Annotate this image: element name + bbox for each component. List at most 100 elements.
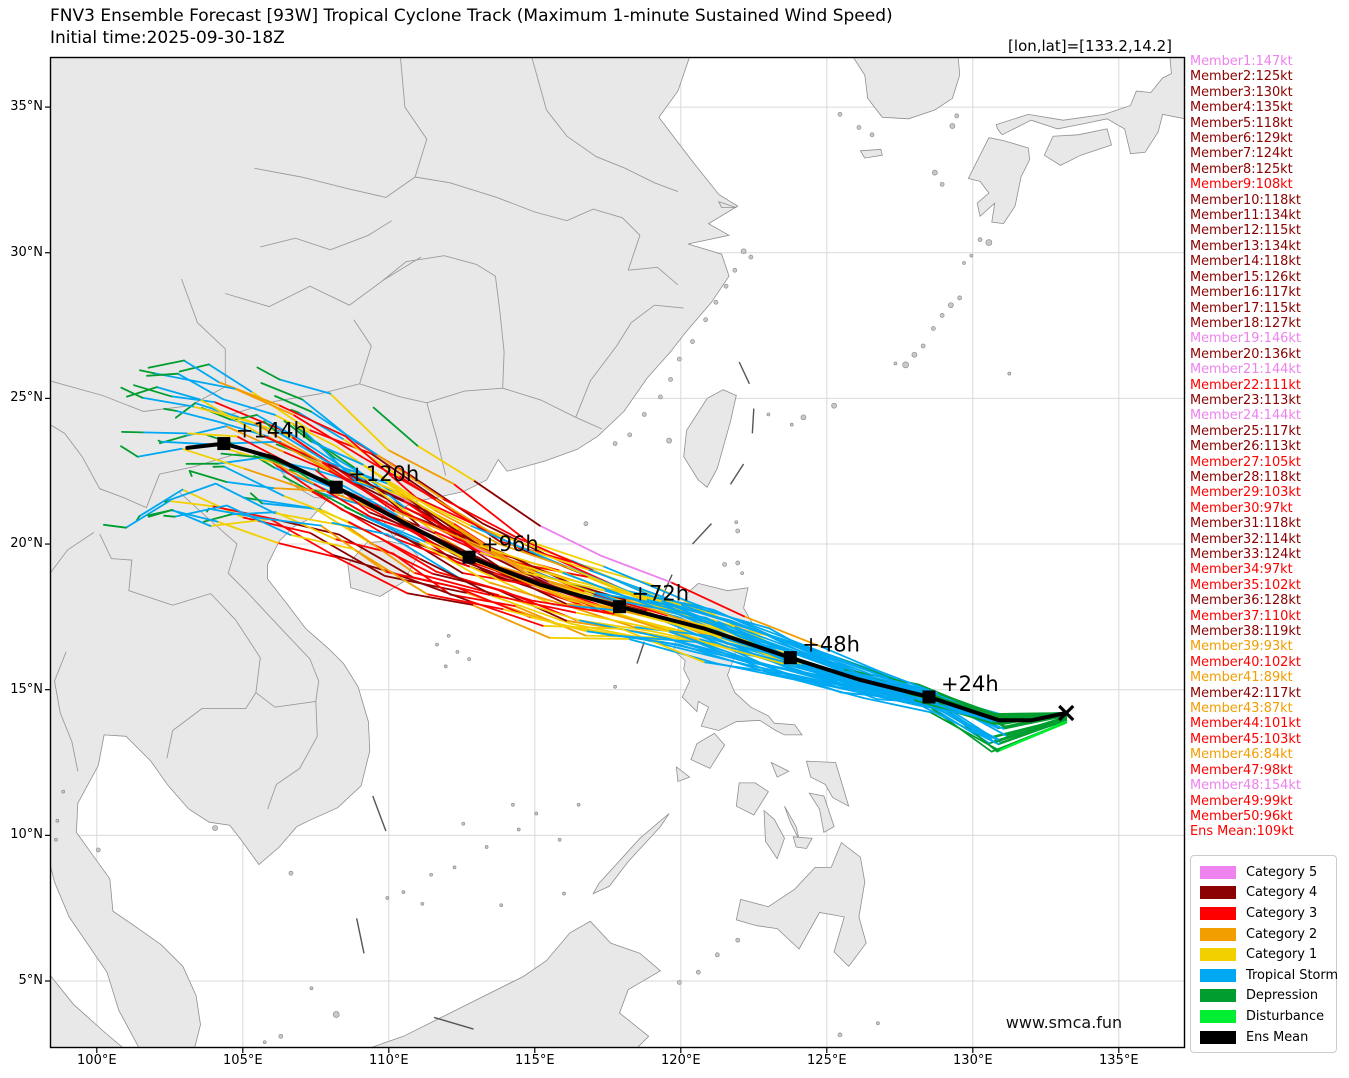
member-track bbox=[231, 440, 282, 445]
member-wind-label: Member20:136kt bbox=[1190, 346, 1301, 362]
land-polygon bbox=[690, 732, 726, 769]
admin-border bbox=[54, 651, 79, 772]
member-wind-label: Member48:154kt bbox=[1190, 778, 1301, 794]
member-track bbox=[548, 636, 630, 640]
land-polygon bbox=[967, 137, 1031, 225]
member-wind-list: Member1:147kt Member2:125kt Member3:130kt M… bbox=[1190, 54, 1301, 840]
islet bbox=[95, 847, 101, 853]
member-track bbox=[1005, 715, 1068, 737]
islet bbox=[332, 1011, 340, 1018]
islet bbox=[443, 664, 448, 669]
member-track bbox=[274, 511, 336, 540]
forecast-hour-marker bbox=[922, 690, 936, 704]
islet bbox=[420, 901, 425, 906]
admin-border bbox=[267, 701, 318, 810]
member-wind-label: Member25:117kt bbox=[1190, 423, 1301, 439]
islet bbox=[722, 562, 727, 567]
member-wind-label: Member41:89kt bbox=[1190, 670, 1293, 686]
member-track bbox=[261, 502, 322, 511]
member-track bbox=[220, 452, 262, 459]
islet bbox=[499, 903, 504, 908]
member-track bbox=[539, 524, 672, 584]
member-wind-label: Member19:146kt bbox=[1190, 331, 1301, 347]
islet bbox=[939, 313, 945, 318]
member-wind-label: Member34:97kt bbox=[1190, 562, 1293, 578]
islet bbox=[288, 870, 294, 876]
member-wind-label: Member50:96kt bbox=[1190, 808, 1293, 824]
islet bbox=[837, 112, 843, 117]
member-track bbox=[387, 448, 455, 485]
islet bbox=[511, 802, 515, 807]
member-track bbox=[180, 447, 245, 470]
member-track bbox=[997, 719, 1068, 746]
member-wind-label: Member28:118kt bbox=[1190, 469, 1301, 485]
member-track bbox=[309, 410, 378, 456]
member-wind-label: Member22:111kt bbox=[1190, 377, 1301, 393]
member-track bbox=[696, 639, 784, 665]
member-track bbox=[282, 475, 308, 490]
land-polygon bbox=[995, 57, 1185, 155]
lon-tick-label: 100°E bbox=[77, 1053, 117, 1068]
member-track bbox=[242, 467, 313, 493]
maritime-dash bbox=[372, 795, 387, 832]
member-track bbox=[163, 514, 176, 518]
land-polygon bbox=[770, 761, 790, 778]
member-track bbox=[164, 500, 168, 503]
member-track bbox=[457, 576, 615, 615]
islet bbox=[452, 865, 457, 870]
islet bbox=[385, 896, 390, 900]
islet bbox=[957, 295, 963, 301]
member-track bbox=[272, 487, 328, 492]
admin-border bbox=[225, 256, 422, 308]
member-track bbox=[139, 369, 156, 375]
land-layer bbox=[50, 57, 1185, 1048]
maritime-dash bbox=[729, 463, 745, 485]
land-polygon bbox=[784, 806, 800, 840]
member-track bbox=[372, 486, 435, 533]
mean-track-line bbox=[185, 441, 1069, 723]
member-track bbox=[282, 494, 349, 523]
admin-border bbox=[166, 730, 174, 759]
member-track bbox=[216, 520, 279, 544]
legend-row: Disturbance bbox=[1191, 1006, 1336, 1027]
legend-row: Category 1 bbox=[1191, 944, 1336, 965]
member-track bbox=[525, 539, 604, 568]
member-track bbox=[255, 414, 351, 473]
islet bbox=[977, 237, 983, 242]
islet bbox=[676, 356, 682, 362]
admin-border bbox=[400, 57, 428, 178]
member-track bbox=[994, 716, 1068, 744]
forecast-hour-marker bbox=[612, 600, 626, 614]
member-wind-label: Member24:144kt bbox=[1190, 408, 1301, 424]
admin-border bbox=[494, 276, 505, 389]
islet bbox=[703, 317, 708, 323]
admin-border bbox=[415, 176, 535, 213]
member-track bbox=[138, 488, 184, 518]
member-wind-label: Member27:105kt bbox=[1190, 454, 1301, 470]
islet bbox=[668, 377, 673, 382]
member-wind-label: Member40:102kt bbox=[1190, 654, 1301, 670]
legend-label: Category 3 bbox=[1246, 905, 1318, 921]
land-polygon bbox=[50, 57, 739, 1048]
member-track bbox=[565, 566, 647, 601]
member-wind-label: Member16:117kt bbox=[1190, 285, 1301, 301]
member-track bbox=[346, 525, 415, 574]
legend-color-swatch bbox=[1200, 1009, 1236, 1023]
member-track bbox=[146, 372, 179, 377]
member-track bbox=[217, 381, 280, 407]
islet bbox=[931, 326, 936, 331]
islet bbox=[931, 169, 938, 176]
islet bbox=[612, 441, 618, 446]
member-track bbox=[426, 593, 504, 610]
member-wind-label: Member26:113kt bbox=[1190, 439, 1301, 455]
member-track bbox=[501, 608, 588, 633]
member-track bbox=[136, 447, 183, 458]
land-polygon bbox=[805, 760, 850, 808]
lat-tick-label: 10°N bbox=[10, 827, 43, 843]
islet bbox=[948, 302, 954, 309]
forecast-hour-label: +48h bbox=[802, 633, 860, 657]
member-track bbox=[478, 544, 563, 574]
member-wind-label: Member43:87kt bbox=[1190, 701, 1293, 717]
admin-border bbox=[50, 424, 161, 509]
